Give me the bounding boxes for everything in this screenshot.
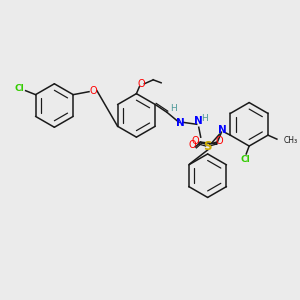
Text: O: O	[137, 79, 145, 89]
Text: S: S	[203, 140, 212, 152]
Text: H: H	[201, 114, 208, 123]
Text: O: O	[192, 136, 200, 146]
Text: H: H	[170, 104, 176, 113]
Text: O: O	[188, 140, 196, 150]
Text: Cl: Cl	[240, 155, 250, 164]
Text: O: O	[89, 86, 97, 96]
Text: N: N	[218, 125, 227, 135]
Text: O: O	[216, 136, 223, 146]
Text: N: N	[176, 118, 184, 128]
Text: CH₃: CH₃	[284, 136, 298, 145]
Text: N: N	[194, 116, 203, 126]
Text: Cl: Cl	[15, 84, 25, 93]
